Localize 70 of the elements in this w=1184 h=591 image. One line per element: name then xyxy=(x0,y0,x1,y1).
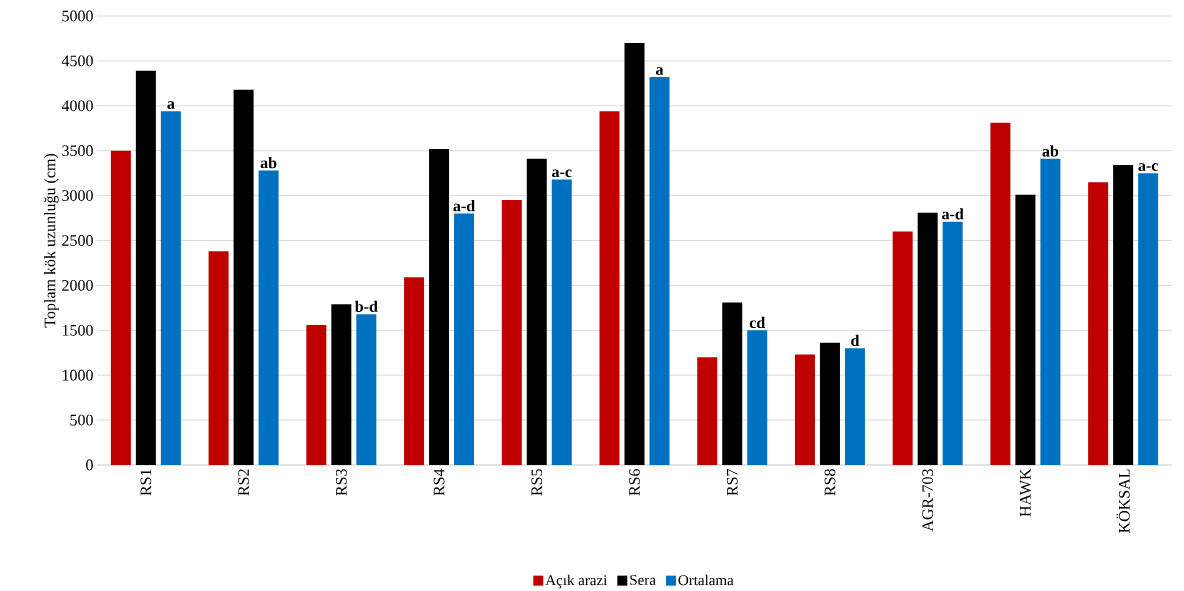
x-tick-label: RS5 xyxy=(531,469,543,496)
x-tick-label: RS4 xyxy=(433,468,445,496)
y-tick-label: 5000 xyxy=(62,10,93,22)
y-tick-label: 4500 xyxy=(61,55,93,67)
bar xyxy=(404,277,425,466)
legend-label: Ortalama xyxy=(678,574,734,586)
bar xyxy=(1113,165,1134,466)
bar xyxy=(208,251,229,466)
bar xyxy=(356,314,377,466)
bar xyxy=(233,89,254,466)
x-tick-label: RS7 xyxy=(726,469,738,496)
bar xyxy=(697,357,718,466)
annotation: cd xyxy=(749,317,766,329)
x-tick-label: RS1 xyxy=(140,469,152,496)
annotation: b-d xyxy=(354,300,378,313)
bar xyxy=(1040,158,1061,466)
y-tick-label: 1000 xyxy=(62,370,93,381)
bar xyxy=(501,200,522,466)
x-tick-label: RS3 xyxy=(335,469,347,496)
legend-label: Açık arazi xyxy=(545,574,608,589)
x-tick-label: RS2 xyxy=(238,469,249,496)
bar xyxy=(649,77,670,466)
bar xyxy=(331,304,352,466)
bar xyxy=(624,43,645,466)
bar xyxy=(599,111,620,466)
annotation: a-d xyxy=(942,208,964,220)
x-tick-label: RS6 xyxy=(629,469,640,496)
bar xyxy=(844,348,865,466)
bar xyxy=(1015,194,1036,466)
annotation: a-d xyxy=(453,200,475,212)
bar xyxy=(160,111,181,466)
y-tick-label: 500 xyxy=(70,414,93,426)
bar xyxy=(917,212,938,466)
annotation: ab xyxy=(260,157,277,169)
bar xyxy=(1088,182,1109,466)
annotation: a xyxy=(167,101,175,110)
y-tick-label: 2500 xyxy=(62,235,93,247)
x-tick-label: AGR-703 xyxy=(922,469,934,532)
bar xyxy=(819,343,840,466)
bar xyxy=(526,158,547,466)
y-tick-label: 3500 xyxy=(62,145,93,157)
bar xyxy=(747,330,768,466)
annotation: ab xyxy=(1042,145,1059,157)
bar xyxy=(722,302,743,466)
bar xyxy=(892,231,913,466)
y-tick-label: 4000 xyxy=(61,100,93,112)
annotation: a-c xyxy=(552,169,572,178)
annotation: d xyxy=(851,334,860,347)
bar xyxy=(110,150,131,466)
bar xyxy=(135,70,156,466)
bar xyxy=(258,170,279,466)
bar xyxy=(942,221,963,466)
x-tick-label: KÖKSAL xyxy=(1116,469,1130,534)
legend-label: Sera xyxy=(630,575,656,586)
bar xyxy=(794,354,815,466)
y-tick-label: 0 xyxy=(86,459,93,471)
bar xyxy=(551,179,572,466)
x-tick-label: HAWK xyxy=(1020,468,1031,517)
bar xyxy=(306,325,327,466)
y-tick-label: 3000 xyxy=(62,190,93,202)
y-tick-label: 2000 xyxy=(62,280,93,291)
bar xyxy=(1138,173,1159,466)
bar xyxy=(990,123,1011,466)
y-axis-title: Toplam kök uzunluğu (cm) xyxy=(44,154,59,328)
y-tick-label: 1500 xyxy=(62,325,93,336)
x-tick-label: RS8 xyxy=(824,469,836,496)
bar xyxy=(454,213,475,466)
annotation: a xyxy=(656,67,664,76)
annotation: a-c xyxy=(1138,163,1158,172)
bar xyxy=(429,149,450,466)
